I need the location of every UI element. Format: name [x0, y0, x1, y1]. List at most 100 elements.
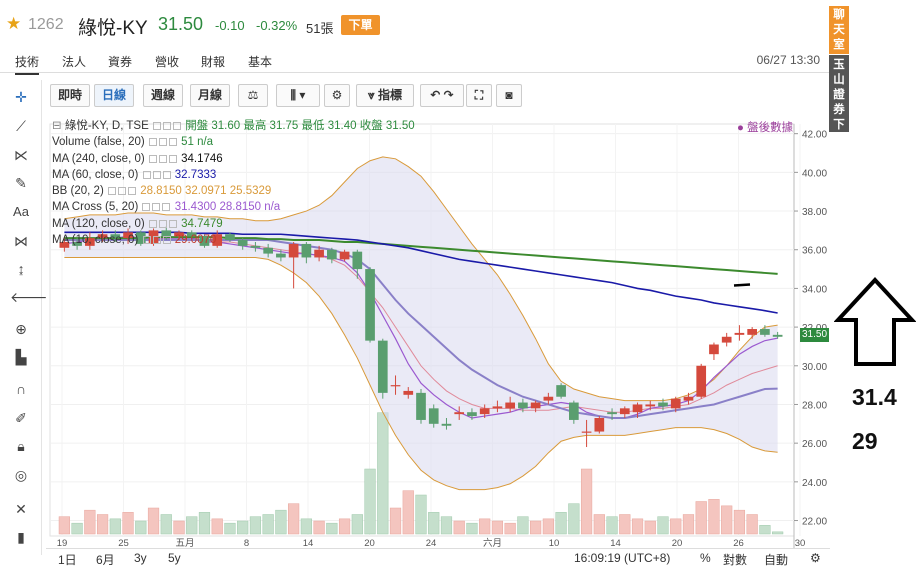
- order-button[interactable]: 下單: [341, 15, 380, 35]
- candle-body: [772, 334, 783, 337]
- text-tool-icon[interactable]: Aa: [13, 204, 29, 219]
- candle-body: [543, 396, 554, 401]
- tab-margin[interactable]: 資券: [108, 55, 133, 69]
- candle-body: [670, 398, 681, 409]
- candle-body: [85, 238, 95, 246]
- x-tick-label: 24: [426, 538, 437, 548]
- compare-icon[interactable]: ⚖: [238, 84, 268, 107]
- volume-bar: [351, 514, 363, 535]
- volume-bar: [186, 516, 198, 535]
- candle-body: [110, 234, 121, 239]
- candle-body: [237, 240, 248, 246]
- candle-body: [123, 232, 133, 239]
- period-intraday-button[interactable]: 即時: [50, 84, 90, 107]
- magnet-icon[interactable]: ∩: [15, 381, 27, 397]
- volume-bar: [479, 518, 491, 535]
- candle-body: [632, 404, 643, 413]
- candle-body: [72, 241, 82, 246]
- volume-bar: [58, 516, 70, 535]
- zoom-icon[interactable]: ⊕: [15, 321, 27, 337]
- percent-toggle[interactable]: %: [700, 551, 711, 565]
- candle-body: [581, 431, 592, 433]
- tab-technical[interactable]: 技術: [15, 53, 40, 75]
- pattern-icon[interactable]: ⋈: [14, 233, 28, 249]
- crosshair-icon[interactable]: ✛: [15, 89, 27, 105]
- broker-order-button[interactable]: 玉山證券下單: [829, 55, 849, 146]
- undo-redo-icon[interactable]: ↶ ↷: [420, 84, 464, 107]
- chart-toolbar: 即時 日線 週線 月線 ⚖ ⫼ ▾ ⚙ ⩔ 指標 ↶ ↷ ⛶ ◙: [46, 84, 830, 108]
- candle-body: [709, 344, 719, 355]
- range-3y[interactable]: 3y: [134, 551, 147, 565]
- candle-body: [441, 423, 452, 426]
- tools-icon[interactable]: ✕: [15, 501, 27, 517]
- candle-body: [250, 245, 261, 248]
- x-tick-label: 8: [244, 538, 249, 548]
- volume-bar: [695, 501, 707, 535]
- annotation-line1: 31.4: [852, 384, 897, 410]
- ma20-line: [64, 239, 778, 420]
- volume-bar: [670, 518, 682, 535]
- candle-body: [225, 234, 235, 241]
- volume-bar: [338, 518, 351, 535]
- volume-bar: [173, 520, 185, 535]
- indicator-label: 指標: [378, 88, 403, 102]
- candle-body: [327, 249, 337, 260]
- bb-upper-line: [64, 156, 778, 402]
- range-1d[interactable]: 1日: [58, 553, 77, 567]
- period-weekly-button[interactable]: 週線: [143, 84, 183, 107]
- legend-main: ⊟ 綠悅-KY, D, TSE 開盤 31.60 最高 31.75 最低 31.…: [52, 118, 415, 134]
- pencil-icon[interactable]: ✐: [15, 410, 27, 426]
- fib-icon[interactable]: ⋉: [14, 147, 28, 163]
- after-market-link[interactable]: ● 盤後數據: [737, 122, 794, 134]
- measure-icon[interactable]: ↨: [17, 261, 25, 277]
- period-monthly-button[interactable]: 月線: [190, 84, 230, 107]
- tab-financials[interactable]: 財報: [201, 55, 226, 69]
- lock-icon[interactable]: 🔒︎: [17, 438, 25, 454]
- candle-body: [760, 329, 770, 335]
- volume-bar: [606, 516, 618, 535]
- brush-icon[interactable]: ✎: [15, 175, 27, 191]
- volume-bar: [211, 518, 223, 535]
- tab-institutional[interactable]: 法人: [62, 55, 87, 69]
- fullscreen-icon[interactable]: ⛶: [466, 84, 492, 107]
- y-tick-label: 36.00: [802, 246, 827, 257]
- y-tick-label: 22.00: [802, 517, 827, 528]
- period-daily-button[interactable]: 日線: [94, 84, 134, 107]
- log-toggle[interactable]: 對數: [723, 553, 748, 567]
- volume-bar: [708, 499, 720, 535]
- chatroom-button[interactable]: 聊天室: [829, 6, 849, 54]
- range-6m[interactable]: 6月: [96, 553, 115, 567]
- trendline-icon[interactable]: ⟋: [16, 118, 26, 134]
- volume-bar: [364, 468, 376, 535]
- volume-bar: [772, 531, 784, 535]
- candle-body: [467, 412, 477, 417]
- camera-icon[interactable]: ◙: [496, 84, 522, 107]
- chart-area[interactable]: 42.0040.0038.0036.0034.0032.0030.0028.00…: [46, 112, 830, 567]
- candle-body: [479, 408, 490, 415]
- tab-revenue[interactable]: 營收: [155, 55, 180, 69]
- auto-toggle[interactable]: 自動: [764, 553, 789, 567]
- candle-body: [594, 418, 605, 432]
- candle-body: [276, 253, 286, 258]
- candle-body: [747, 329, 757, 335]
- arrow-left-icon[interactable]: 🡐: [10, 289, 48, 305]
- trash-icon[interactable]: ▮: [17, 529, 25, 545]
- star-icon[interactable]: ★: [6, 14, 22, 33]
- collapse-icon[interactable]: ⊟: [52, 120, 62, 132]
- settings-icon[interactable]: ⚙: [810, 551, 821, 565]
- price-chart[interactable]: 42.0040.0038.0036.0034.0032.0030.0028.00…: [46, 112, 830, 549]
- candle-body: [352, 251, 363, 270]
- gear-icon[interactable]: ⚙: [324, 84, 350, 107]
- quote-datetime: 06/27 13:30: [756, 53, 820, 67]
- indicator-button[interactable]: ⩔ 指標: [356, 84, 414, 107]
- candle-body: [314, 249, 324, 258]
- candle-body: [135, 232, 146, 244]
- range-5y[interactable]: 5y: [168, 551, 181, 565]
- candle-body: [199, 236, 210, 246]
- chart-type-icon[interactable]: ⫼ ▾: [276, 84, 320, 107]
- eye-off-icon[interactable]: ◎: [14, 467, 28, 483]
- y-tick-label: 38.00: [802, 207, 827, 218]
- ruler-icon[interactable]: ▙: [15, 349, 27, 365]
- tab-basic[interactable]: 基本: [248, 55, 273, 69]
- candle-body: [645, 404, 656, 407]
